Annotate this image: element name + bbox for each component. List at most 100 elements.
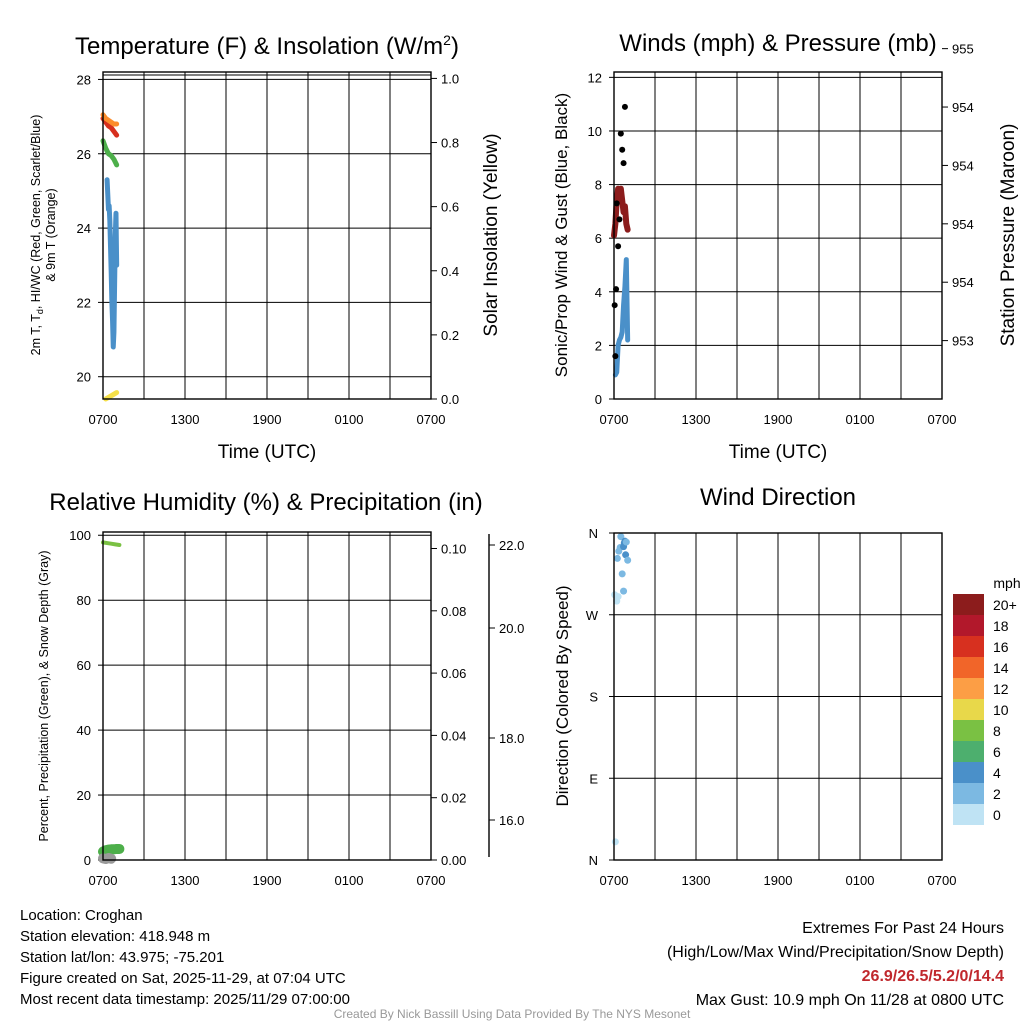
precip-axis-tick-label: 0.00 — [441, 853, 466, 868]
series-rh — [101, 540, 122, 547]
winds-panel: Winds (mph) & Pressure (mb) 0700 1300 1900… — [552, 30, 1019, 463]
y-tick-label: 20 — [77, 788, 91, 803]
wind-grid — [614, 72, 942, 400]
y-tick-label: 0 — [84, 853, 91, 868]
x-tick-label: 0700 — [417, 412, 446, 427]
wind-plot-frame — [613, 71, 943, 400]
y-tick-label: 28 — [77, 72, 91, 87]
temp-grid — [103, 72, 431, 399]
direction-point — [618, 570, 626, 578]
legend-title: mph — [993, 575, 1020, 591]
humidity-panel: Relative Humidity (%) & Precipitation (i… — [37, 489, 524, 888]
extremes-subtitle: (High/Low/Max Wind/Precipitation/Snow De… — [666, 944, 1004, 961]
y-tick-label: 10 — [588, 124, 602, 139]
legend-label: 8 — [993, 723, 1001, 739]
dir-grid — [614, 533, 942, 860]
x-tick-label: 0100 — [335, 873, 364, 888]
y-tick-label: 80 — [77, 593, 91, 608]
y-tick-label: 100 — [69, 528, 91, 543]
figure-created: Figure created on Sat, 2025-11-29, at 07… — [20, 970, 346, 987]
legend-swatch — [953, 594, 984, 615]
credit-line: Created By Nick Bassill Using Data Provi… — [333, 1007, 691, 1021]
series-2m-t — [100, 115, 120, 138]
pressure-axis-tick-label: 954 — [952, 100, 974, 115]
series-9m-t — [100, 112, 120, 127]
pressure-axis-tick-label: 955 — [952, 42, 974, 57]
direction-panel: Wind Direction 0700 1300 1900 0100 0700NESWN… — [553, 484, 1021, 888]
legend-label: 2 — [993, 786, 1001, 802]
y-tick-label: 26 — [77, 147, 91, 162]
legend-label: 16 — [993, 639, 1009, 655]
y-tick-label: 60 — [77, 658, 91, 673]
station-location: Location: Croghan — [20, 907, 143, 924]
x-tick-label: 0700 — [928, 412, 957, 427]
x-tick-label: 1300 — [682, 412, 711, 427]
legend-label: 12 — [993, 681, 1009, 697]
rh-ticks: 0700 1300 1900 0100 0700 0 20 40 60 80 100 0.00 0.02… — [69, 528, 524, 888]
legend-swatch — [953, 720, 984, 741]
x-tick-label: 0700 — [417, 873, 446, 888]
legend-label: 18 — [993, 618, 1009, 634]
precip-axis-tick-label: 0.02 — [441, 791, 466, 806]
y-tick-label: 20 — [77, 370, 91, 385]
gust-point — [617, 130, 624, 137]
direction-point — [614, 593, 622, 601]
temp-xlabel: Time (UTC) — [218, 442, 317, 463]
station-info: Location: Croghan Station elevation: 418… — [20, 905, 350, 1010]
precip-axis-tick-label: 0.10 — [441, 542, 466, 557]
direction-point — [617, 533, 625, 541]
y-tick-label: 2 — [595, 338, 602, 353]
x-tick-label: 0700 — [600, 873, 629, 888]
station-latlon: Station lat/lon: 43.975; -75.201 — [20, 949, 225, 966]
temp-ylabel: 2m T, Td, HI/WC (Red, Green, Scarlet/Blu… — [29, 115, 45, 356]
y-tick-label: 40 — [77, 723, 91, 738]
max-gust: Max Gust: 10.9 mph On 11/28 at 0800 UTC — [695, 992, 1004, 1009]
pressure-axis-tick-label: 954 — [952, 275, 974, 290]
y-tick-label: 22 — [77, 295, 91, 310]
dir-ylabel: Direction (Colored By Speed) — [553, 585, 572, 806]
dir-plot-frame — [613, 532, 943, 861]
rh-grid — [103, 532, 431, 861]
temp-plot-frame — [102, 71, 432, 400]
y-tick-label: W — [586, 608, 599, 623]
wind-y2label: Station Pressure (Maroon) — [998, 124, 1019, 347]
pressure-axis-tick-label: 954 — [952, 158, 974, 173]
recent-timestamp: Most recent data timestamp: 2025/11/29 0… — [20, 991, 350, 1008]
temp-data — [100, 112, 120, 402]
extremes-title: Extremes For Past 24 Hours — [802, 920, 1004, 937]
insolation-axis-tick-label: 0.0 — [441, 392, 459, 407]
direction-point — [620, 587, 628, 595]
series-wc — [104, 177, 120, 350]
gust-point — [621, 103, 628, 110]
precip-axis-tick-label: 0.06 — [441, 666, 466, 681]
direction-point — [624, 556, 632, 564]
legend-swatch — [953, 636, 984, 657]
y-tick-label: S — [589, 690, 598, 705]
legend-label: 4 — [993, 765, 1001, 781]
gust-point — [615, 243, 622, 250]
extremes-values: 26.9/26.5/5.2/0/14.4 — [861, 968, 1004, 985]
direction-point — [622, 538, 630, 546]
series-precip — [98, 843, 125, 857]
wind-ticks: 0700 1300 1900 0100 0700 0 2 4 6 8 10 12 953 954 954 95… — [588, 42, 974, 427]
gust-point — [619, 146, 626, 153]
x-tick-label: 0100 — [846, 873, 875, 888]
x-tick-label: 1900 — [253, 412, 282, 427]
dir-title: Wind Direction — [700, 484, 856, 511]
rh-title: Relative Humidity (%) & Precipitation (i… — [49, 489, 482, 516]
y-tick-label: 12 — [588, 70, 602, 85]
y-tick-label: N — [589, 853, 598, 868]
direction-point — [613, 554, 621, 562]
legend-swatch — [953, 804, 984, 825]
insolation-axis-tick-label: 0.6 — [441, 200, 459, 215]
x-tick-label: 1900 — [764, 412, 793, 427]
temp-ticks: 0700 1300 1900 0100 0700 20 22 24 26 28 0.0 0.2 0.4 0… — [77, 71, 460, 427]
y-tick-label: 24 — [77, 221, 91, 236]
legend-swatch — [953, 678, 984, 699]
precip-axis-tick-label: 0.08 — [441, 604, 466, 619]
x-tick-label: 0100 — [335, 412, 364, 427]
y-tick-label: 8 — [595, 178, 602, 193]
speed-legend: mph 20+ 18 16 14 12 10 8 6 4 2 0 — [953, 575, 1021, 825]
temp-y2label: Solar Insolation (Yellow) — [481, 133, 502, 336]
